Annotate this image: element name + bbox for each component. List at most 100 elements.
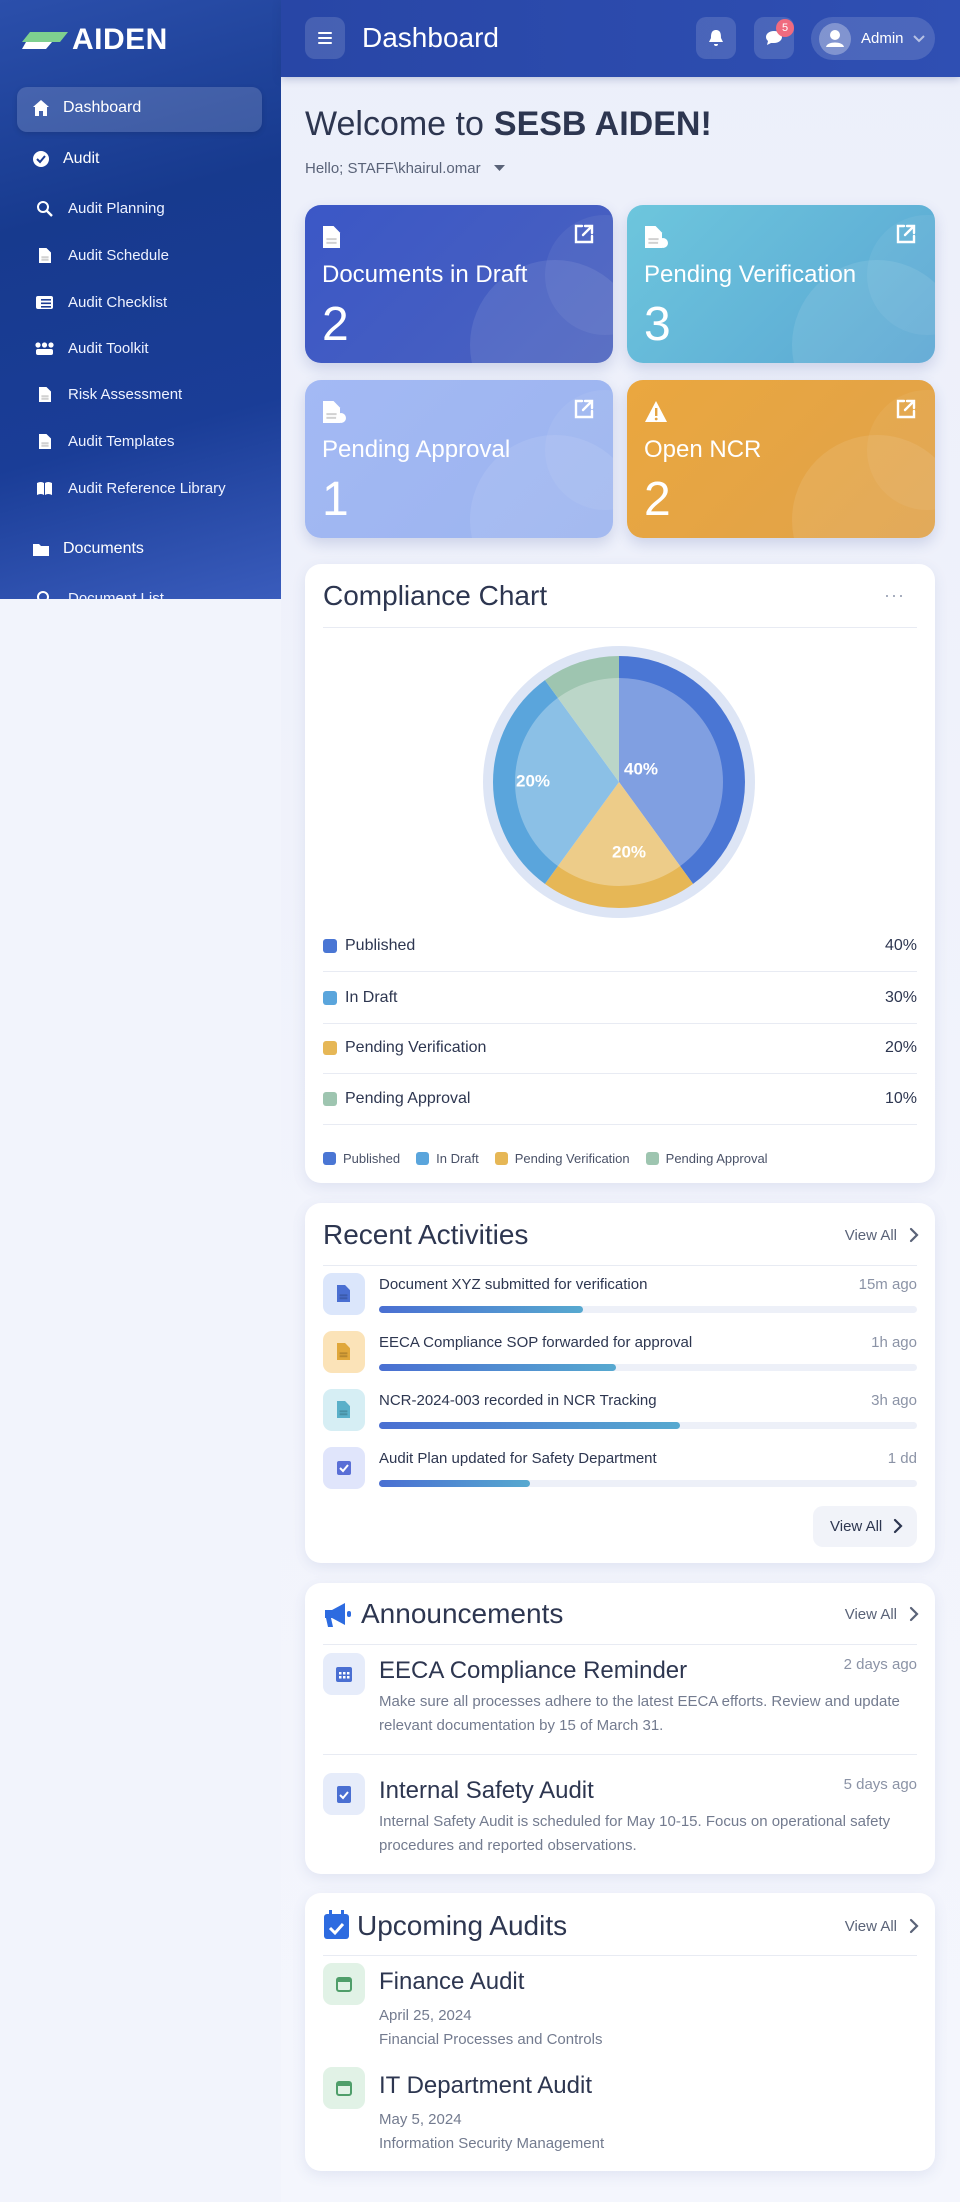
- submenu-item[interactable]: Audit Checklist: [68, 293, 168, 311]
- active-menu-bg: [17, 87, 262, 132]
- doc-line: [41, 258, 49, 261]
- icon-line: [41, 306, 51, 308]
- submenu-icon: [39, 387, 51, 402]
- button-label: View All: [830, 1518, 883, 1535]
- activity-text: NCR-2024-003 recorded in NCR Tracking: [379, 1391, 657, 1409]
- activity-time: 1 dd: [887, 1449, 917, 1467]
- legend-label: Pending Verification: [345, 1038, 487, 1056]
- announcement-icon: [323, 1773, 365, 1815]
- audit-glyph: [336, 1977, 352, 1992]
- submenu-item[interactable]: Audit Toolkit: [68, 339, 149, 357]
- mini-legend-item: Pending Verification: [494, 1148, 630, 1168]
- icon-shape: [33, 100, 49, 116]
- stat-card[interactable]: Pending Verification 3: [627, 205, 935, 363]
- user-menu[interactable]: Admin: [811, 17, 935, 60]
- announcement-date: 2 days ago: [843, 1655, 917, 1673]
- page-title: Dashboard: [362, 22, 499, 54]
- calendar-icon: [324, 1910, 349, 1939]
- legend-label: Pending Verification: [514, 1150, 630, 1166]
- submenu-item[interactable]: Audit Schedule: [68, 246, 169, 264]
- activity-glyph: [337, 1285, 350, 1302]
- activity-icon: [323, 1389, 365, 1431]
- icon-shape: [337, 1978, 351, 1982]
- activity-glyph: [337, 1401, 350, 1418]
- icon-line: [318, 42, 332, 44]
- legend-swatch: [323, 1041, 337, 1055]
- icon-button[interactable]: [305, 17, 345, 59]
- more-menu[interactable]: ···: [884, 585, 905, 606]
- menu-item[interactable]: Audit: [63, 149, 100, 167]
- icon-button[interactable]: [696, 17, 736, 59]
- submenu-icon: [39, 248, 51, 263]
- doc-icon: [337, 1401, 350, 1418]
- card-title: Pending Approval: [322, 436, 511, 464]
- submenu-item[interactable]: Audit Templates: [68, 432, 175, 450]
- bell-icon: [709, 30, 723, 46]
- icon-shape: [574, 399, 594, 419]
- stat-card[interactable]: Open NCR 2: [627, 380, 935, 538]
- progress-track: [379, 1364, 917, 1371]
- icon-dot: [339, 1672, 342, 1675]
- chevron-icon: [909, 1227, 919, 1243]
- view-all-link[interactable]: View All: [844, 1917, 897, 1935]
- submenu-item[interactable]: Risk Assessment: [68, 385, 183, 403]
- avatar: [819, 23, 851, 55]
- divider: [323, 627, 917, 628]
- icon-shape: [33, 151, 49, 167]
- external-link-icon: [574, 224, 594, 244]
- view-all-link[interactable]: View All: [844, 1226, 897, 1244]
- audit-description: Financial Processes and Controls: [379, 2030, 603, 2048]
- submenu-item[interactable]: Audit Reference Library: [68, 479, 226, 497]
- stat-card[interactable]: Pending Approval 1: [305, 380, 613, 538]
- announcement-title: Internal Safety Audit: [379, 1777, 594, 1805]
- mini-legend: Published In Draft Pending Verification Pen…: [323, 1148, 768, 1168]
- card-heading: Upcoming Audits: [357, 1910, 568, 1942]
- announcement-icon: [323, 1653, 365, 1695]
- announcement-glyph: [336, 1667, 352, 1682]
- legend-swatch: [416, 1151, 430, 1165]
- divider: [323, 1023, 917, 1024]
- card-heading: Recent Activities: [323, 1219, 529, 1251]
- icon-dot: [343, 1672, 346, 1675]
- icon-line: [41, 299, 51, 301]
- icon-check: [328, 1923, 345, 1936]
- activity-time: 3h ago: [871, 1391, 917, 1409]
- audits-card: Upcoming Audits View All Finance Audit Apri…: [305, 1893, 935, 2171]
- chevron-icon: [909, 1918, 919, 1934]
- legend-label: In Draft: [436, 1150, 479, 1166]
- icon-badge: [658, 238, 668, 248]
- announcement-title: EECA Compliance Reminder: [379, 1657, 688, 1685]
- submenu-item[interactable]: Audit Planning: [68, 199, 165, 217]
- announcement-glyph: [337, 1786, 351, 1803]
- chevron: [909, 1918, 919, 1934]
- view-all-link[interactable]: View All: [844, 1605, 897, 1623]
- menu-item[interactable]: Dashboard: [63, 98, 142, 116]
- doc-line: [339, 1297, 348, 1300]
- avatar-body: [826, 42, 844, 47]
- view-all-button[interactable]: View All: [813, 1506, 917, 1547]
- icon-line: [41, 302, 51, 305]
- audit-description: Information Security Management: [379, 2134, 605, 2152]
- menu-icon: [33, 151, 49, 167]
- avatar-head: [830, 30, 840, 40]
- chevron-icon: [909, 1606, 919, 1622]
- icon-shape: [347, 1611, 351, 1617]
- chevron: [909, 1227, 919, 1243]
- card-icon: [645, 226, 668, 248]
- external-link-icon: [896, 224, 916, 244]
- menu-item[interactable]: Documents: [63, 539, 144, 557]
- announcements-card: Announcements View All EECA Compliance Rem…: [305, 1583, 935, 1874]
- submenu-icon: [37, 591, 49, 599]
- icon-shape: [37, 482, 52, 495]
- audit-icon: [323, 1963, 365, 2005]
- legend-swatch: [323, 991, 337, 1005]
- submenu-item[interactable]: Document List: [68, 589, 164, 600]
- doc-icon: [39, 387, 51, 402]
- divider: [323, 1265, 917, 1266]
- progress-bar: [379, 1364, 616, 1371]
- slice-label: 20%: [516, 771, 550, 790]
- stat-card[interactable]: Documents in Draft 2: [305, 205, 613, 363]
- menu-toggle-icon: [318, 32, 332, 44]
- announcement-date: 5 days ago: [843, 1775, 917, 1793]
- brand-logo: [22, 32, 68, 49]
